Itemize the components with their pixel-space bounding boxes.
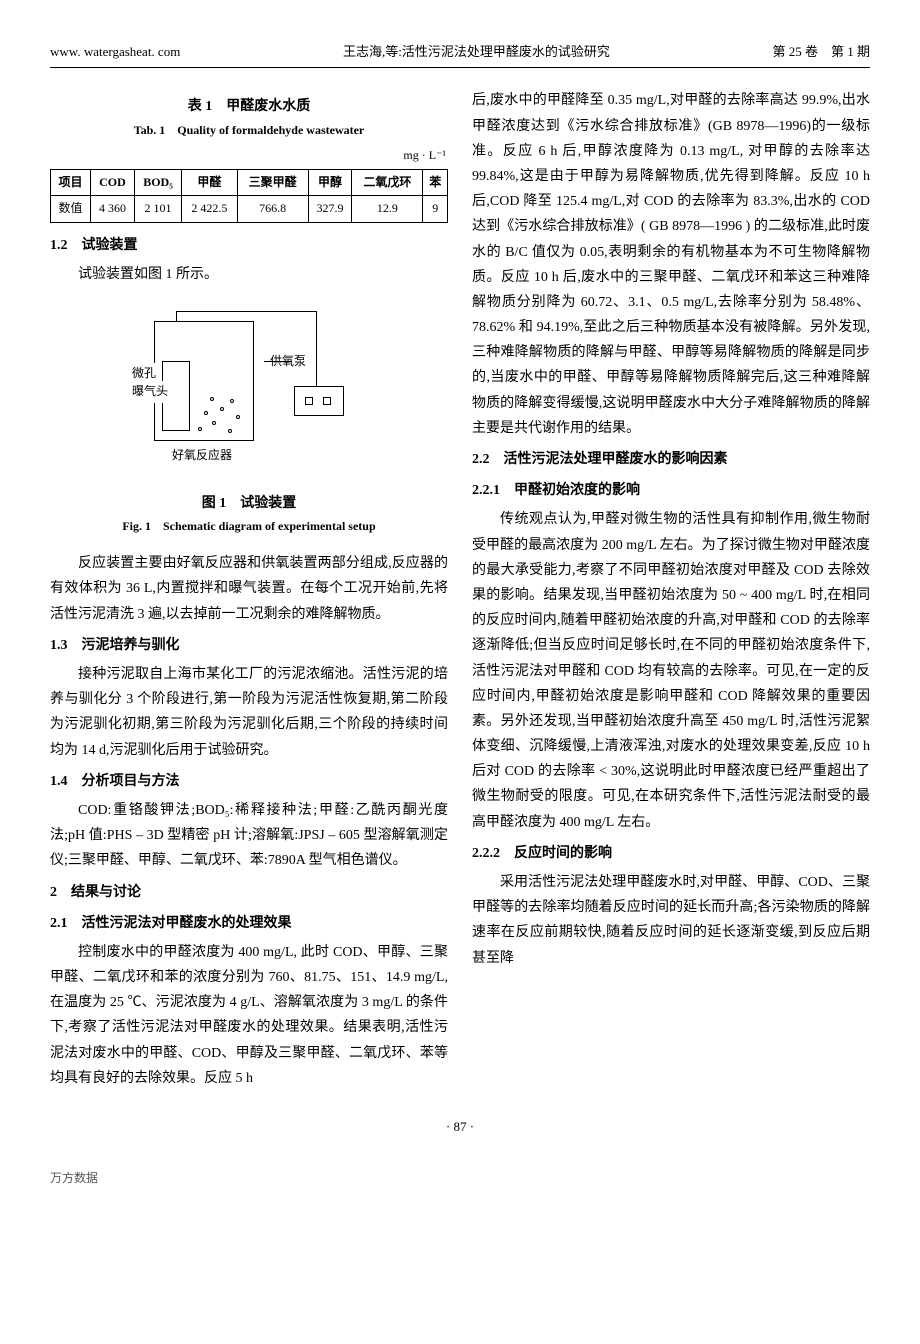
bubbles xyxy=(194,393,250,437)
heading-2-2: 2.2 活性污泥法处理甲醛废水的影响因素 xyxy=(472,447,870,472)
th: 二氧戊环 xyxy=(352,169,423,196)
fig1-caption-en: Fig. 1 Schematic diagram of experimental… xyxy=(50,516,448,538)
td: 2 101 xyxy=(134,196,181,223)
td: 9 xyxy=(423,196,448,223)
footer-watermark: 万方数据 xyxy=(50,1168,870,1190)
table-row: 数值 4 360 2 101 2 422.5 766.8 327.9 12.9 … xyxy=(51,196,448,223)
header-issue: 第 25 卷 第 1 期 xyxy=(772,40,870,63)
th: 项目 xyxy=(51,169,91,196)
paragraph: 接种污泥取自上海市某化工厂的污泥浓缩池。活性污泥的培养与驯化分 3 个阶段进行,… xyxy=(50,662,448,763)
heading-1-4: 1.4 分析项目与方法 xyxy=(50,769,448,794)
th: BOD₅ xyxy=(134,169,181,196)
fig1-caption-cn: 图 1 试验装置 xyxy=(50,491,448,516)
paragraph: 传统观点认为,甲醛对微生物的活性具有抑制作用,微生物耐受甲醛的最高浓度为 200… xyxy=(472,507,870,834)
th: COD xyxy=(91,169,135,196)
experimental-setup-diagram: 微孔 曝气头 供氧泵 好氧反应器 xyxy=(134,301,364,471)
paragraph: 后,废水中的甲醛降至 0.35 mg/L,对甲醛的去除率高达 99.9%,出水甲… xyxy=(472,88,870,441)
page-header: www. watergasheat. com 王志海,等:活性污泥法处理甲醛废水… xyxy=(50,40,870,68)
heading-1-3: 1.3 污泥培养与驯化 xyxy=(50,633,448,658)
label-aerator: 曝气头 xyxy=(132,381,168,403)
header-title: 王志海,等:活性污泥法处理甲醛废水的试验研究 xyxy=(343,40,610,63)
page-number: · 87 · xyxy=(50,1115,870,1138)
paragraph: 控制废水中的甲醛浓度为 400 mg/L, 此时 COD、甲醇、三聚甲醛、二氧戊… xyxy=(50,940,448,1091)
heading-2-2-1: 2.2.1 甲醛初始浓度的影响 xyxy=(472,478,870,503)
pipe xyxy=(316,311,317,386)
td: 数值 xyxy=(51,196,91,223)
pipe xyxy=(176,311,316,312)
table-header-row: 项目 COD BOD₅ 甲醛 三聚甲醛 甲醇 二氧戊环 苯 xyxy=(51,169,448,196)
th: 甲醇 xyxy=(308,169,352,196)
pointer xyxy=(264,361,292,362)
paragraph: 采用活性污泥法处理甲醛废水时,对甲醛、甲醇、COD、三聚甲醛等的去除率均随着反应… xyxy=(472,870,870,971)
table1-unit: mg · L⁻¹ xyxy=(50,145,446,167)
right-column: 后,废水中的甲醛降至 0.35 mg/L,对甲醛的去除率高达 99.9%,出水甲… xyxy=(472,88,870,1091)
pipe xyxy=(176,311,177,321)
td: 4 360 xyxy=(91,196,135,223)
heading-2-1: 2.1 活性污泥法对甲醛废水的处理效果 xyxy=(50,911,448,936)
heading-2: 2 结果与讨论 xyxy=(50,880,448,905)
paragraph: COD:重铬酸钾法;BOD₅:稀释接种法;甲醛:乙酰丙酮光度法;pH 值:PHS… xyxy=(50,798,448,874)
oxygen-pump xyxy=(294,386,344,416)
td: 327.9 xyxy=(308,196,352,223)
table1: 项目 COD BOD₅ 甲醛 三聚甲醛 甲醇 二氧戊环 苯 数值 4 360 2… xyxy=(50,169,448,223)
td: 2 422.5 xyxy=(182,196,237,223)
heading-1-2: 1.2 试验装置 xyxy=(50,233,448,258)
two-column-layout: 表 1 甲醛废水水质 Tab. 1 Quality of formaldehyd… xyxy=(50,88,870,1091)
td: 766.8 xyxy=(237,196,308,223)
th: 苯 xyxy=(423,169,448,196)
heading-2-2-2: 2.2.2 反应时间的影响 xyxy=(472,841,870,866)
figure-1: 微孔 曝气头 供氧泵 好氧反应器 图 1 试验装置 Fig. 1 Schemat… xyxy=(50,301,448,537)
th: 甲醛 xyxy=(182,169,237,196)
paragraph: 试验装置如图 1 所示。 xyxy=(50,262,448,287)
left-column: 表 1 甲醛废水水质 Tab. 1 Quality of formaldehyd… xyxy=(50,88,448,1091)
th: 三聚甲醛 xyxy=(237,169,308,196)
paragraph: 反应装置主要由好氧反应器和供氧装置两部分组成,反应器的有效体积为 36 L,内置… xyxy=(50,551,448,627)
table1-caption-en: Tab. 1 Quality of formaldehyde wastewate… xyxy=(50,120,448,142)
header-url: www. watergasheat. com xyxy=(50,40,180,63)
table1-caption-cn: 表 1 甲醛废水水质 xyxy=(50,94,448,119)
label-reactor: 好氧反应器 xyxy=(172,445,232,467)
td: 12.9 xyxy=(352,196,423,223)
